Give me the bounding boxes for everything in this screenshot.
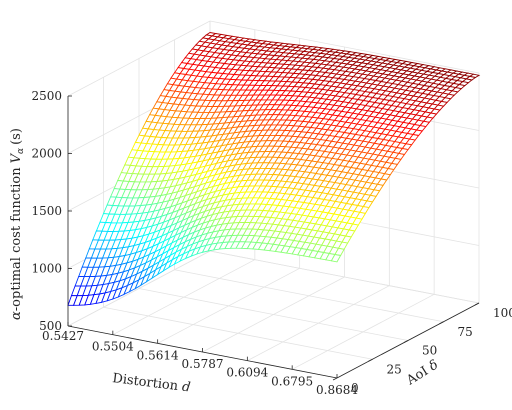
y-tick — [474, 302, 480, 306]
grid-line — [138, 288, 409, 341]
y-label-var: δ — [427, 357, 442, 374]
x-tick-label: 0.5787 — [182, 357, 224, 371]
z-axis-label: α-optimal cost functionVα(s) — [9, 128, 26, 320]
y-tick-label: 100 — [493, 306, 512, 320]
x-tick-label: 0.6094 — [226, 366, 268, 380]
z-label-prefix: α — [9, 311, 24, 320]
x-tick-label: 0.5504 — [92, 340, 134, 354]
axes: 50010001500200025000.54270.55040.56140.5… — [31, 89, 512, 397]
z-label-sub: α — [16, 148, 26, 154]
z-tick-label: 1500 — [31, 204, 62, 218]
z-label-var: V — [9, 152, 24, 163]
y-tick-label: 50 — [422, 344, 437, 358]
z-label-text: -optimal cost function — [9, 167, 24, 311]
x-label-var: d — [181, 380, 191, 396]
surface-cell — [330, 254, 342, 263]
y-label-text: AoI — [403, 364, 431, 389]
x-axis-label: Distortion d — [112, 371, 192, 395]
y-axis-label: AoIδ — [403, 357, 441, 388]
grid-line — [209, 250, 480, 304]
z-tick-label: 500 — [39, 319, 62, 333]
y-tick-label: 25 — [387, 362, 402, 376]
x-label-text: Distortion — [112, 371, 180, 394]
grid-line — [103, 306, 373, 360]
x-tick-label: 0.8684 — [316, 383, 358, 397]
x-tick-label: 0.5427 — [42, 329, 84, 343]
grid-line — [174, 269, 444, 323]
z-label-unit: (s) — [9, 128, 24, 145]
y-tick — [332, 377, 338, 381]
y-tick-label: 0 — [351, 381, 359, 395]
z-tick-label: 1000 — [31, 262, 62, 276]
z-tick-label: 2000 — [31, 147, 62, 161]
y-tick-label: 75 — [458, 325, 473, 339]
surface-mesh — [67, 32, 481, 306]
x-tick-label: 0.6795 — [271, 374, 313, 388]
x-tick-label: 0.5614 — [137, 348, 179, 362]
z-tick-label: 2500 — [31, 89, 62, 103]
y-tick — [403, 340, 409, 343]
y-tick — [439, 321, 444, 325]
y-tick — [368, 358, 373, 362]
